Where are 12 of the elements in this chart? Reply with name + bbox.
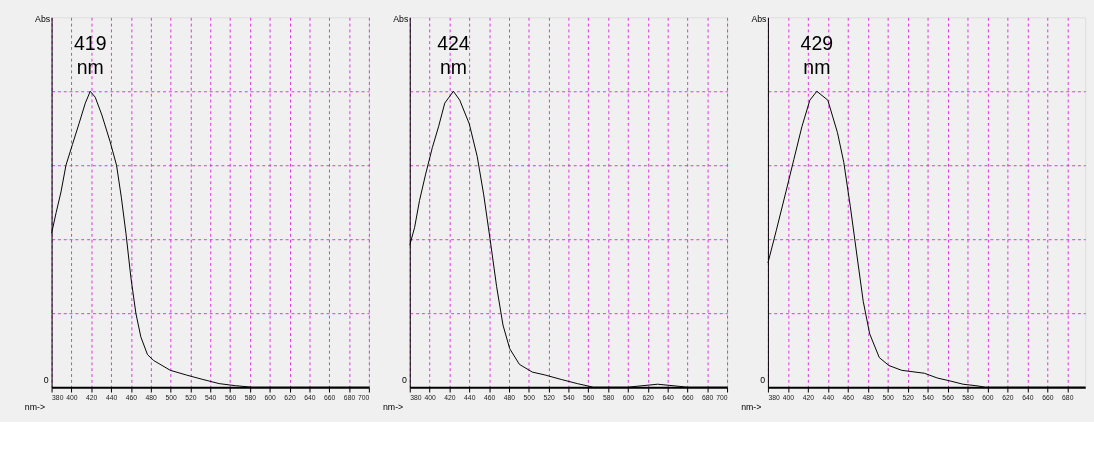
- x-axis-title: nm->: [24, 402, 46, 413]
- x-axis-title: nm->: [383, 402, 404, 413]
- annotation: 429 nm: [800, 32, 834, 78]
- annotation: 424 nm: [437, 32, 470, 78]
- y-axis-title: Abs: [393, 13, 409, 24]
- text: 0: [760, 375, 766, 386]
- text: 0: [43, 375, 49, 386]
- text: 0: [401, 375, 407, 386]
- y-axis-title: Abs: [751, 13, 768, 24]
- annotation: 419 nm: [74, 32, 107, 78]
- x-axis-title: nm->: [741, 402, 762, 413]
- y-axis-title: Abs: [35, 13, 51, 24]
